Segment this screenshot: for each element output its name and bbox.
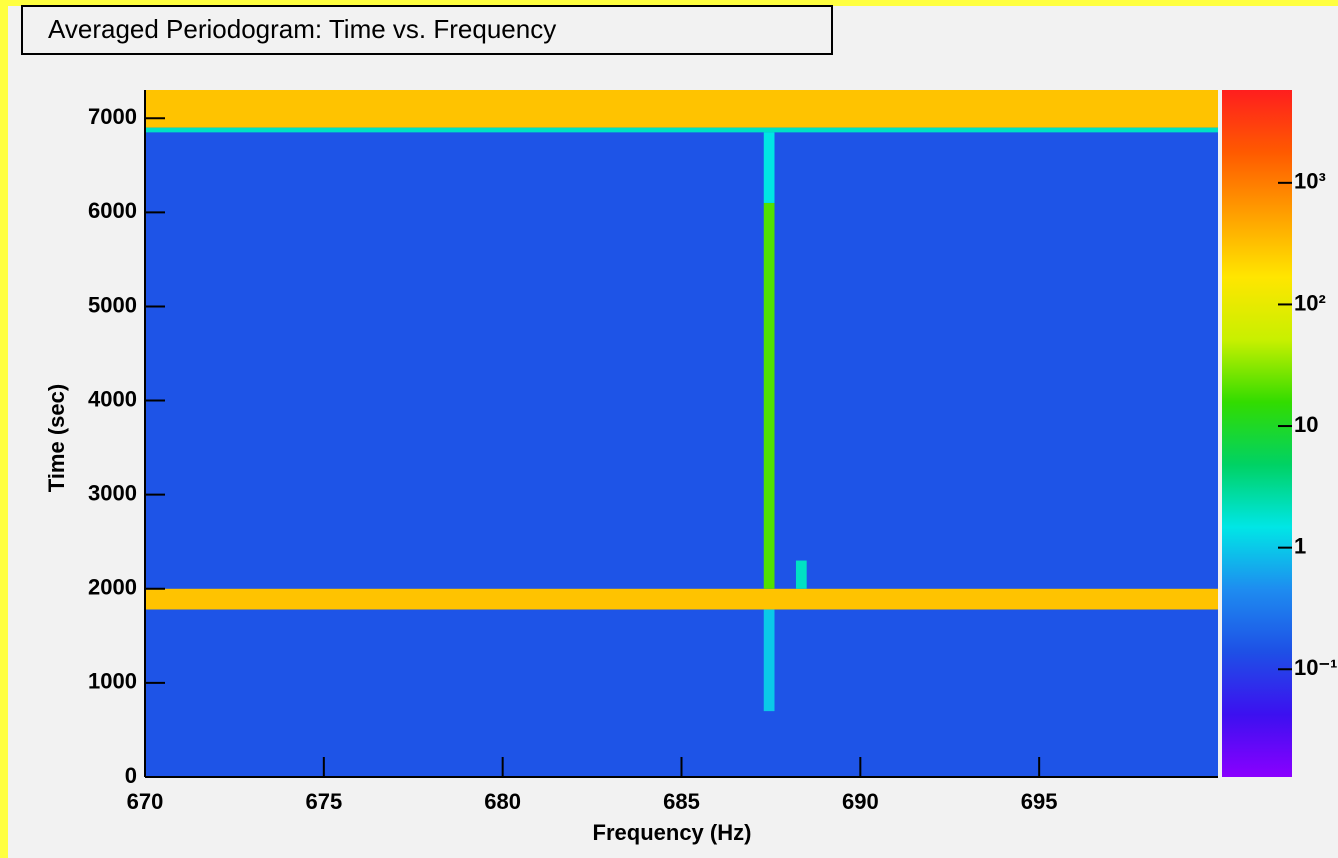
heatmap-region — [145, 90, 1218, 128]
y-tick-label: 2000 — [88, 575, 137, 600]
colorbar-tick-label: 10 — [1294, 412, 1318, 437]
heatmap-region — [145, 127, 1218, 133]
colorbar-tick-label: 10⁻¹ — [1294, 655, 1337, 680]
y-tick-label: 0 — [125, 763, 137, 788]
frame-edge — [0, 0, 1338, 6]
y-tick-label: 7000 — [88, 104, 137, 129]
y-tick-label: 6000 — [88, 198, 137, 223]
x-tick-label: 690 — [842, 789, 879, 814]
y-tick-label: 1000 — [88, 669, 137, 694]
y-tick-label: 5000 — [88, 292, 137, 317]
y-tick-label: 4000 — [88, 386, 137, 411]
heatmap-region — [145, 90, 1218, 777]
colorbar-tick-label: 10² — [1294, 290, 1326, 315]
heatmap-region — [795, 560, 807, 589]
x-tick-label: 680 — [484, 789, 521, 814]
y-axis-label: Time (sec) — [44, 384, 69, 492]
frame-edge — [0, 0, 8, 858]
colorbar — [1222, 90, 1292, 777]
x-tick-label: 675 — [305, 789, 342, 814]
colorbar-tick-label: 10³ — [1294, 169, 1326, 194]
x-tick-label: 685 — [663, 789, 700, 814]
heatmap-region — [763, 609, 775, 712]
x-tick-label: 695 — [1021, 789, 1058, 814]
y-tick-label: 3000 — [88, 480, 137, 505]
colorbar-tick-label: 1 — [1294, 533, 1306, 558]
heatmap-region — [763, 202, 775, 589]
x-axis-label: Frequency (Hz) — [593, 820, 752, 845]
title-box — [21, 5, 833, 55]
chart-title: Averaged Periodogram: Time vs. Frequency — [48, 14, 556, 44]
heatmap-region — [145, 588, 1218, 610]
heatmap-region — [763, 132, 775, 203]
x-tick-label: 670 — [127, 789, 164, 814]
